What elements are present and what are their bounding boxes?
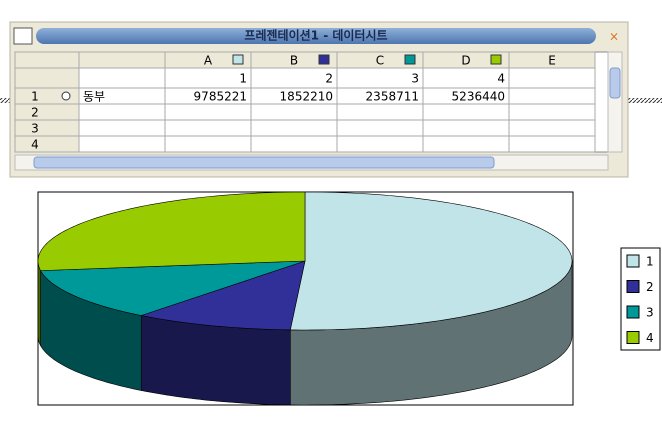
hatch — [628, 98, 662, 103]
pie-side — [37, 260, 41, 346]
window-title: 프레젠테이션1 - 데이터시트 — [244, 28, 387, 43]
legend-label: 4 — [646, 331, 654, 345]
series-icon — [404, 54, 416, 65]
column-header: B — [290, 54, 298, 68]
category-cell: 1 — [239, 72, 247, 86]
header-row — [15, 52, 595, 68]
series-icon — [490, 54, 502, 65]
row-label: 동부 — [83, 90, 105, 104]
row-header — [15, 52, 79, 152]
pie-slice — [37, 191, 306, 271]
pie-slice — [40, 260, 306, 316]
legend-label: 2 — [646, 280, 654, 294]
row-number: 4 — [31, 138, 39, 152]
value-cell: 9785221 — [194, 90, 247, 104]
hatch — [0, 98, 10, 103]
row-number: 2 — [31, 106, 39, 120]
legend-swatch — [626, 280, 640, 293]
row-number: 3 — [31, 122, 39, 136]
column-header: A — [204, 54, 213, 68]
pie-slice — [289, 191, 573, 331]
value-cell: 1852210 — [280, 90, 333, 104]
category-cell: 3 — [411, 72, 419, 86]
category-cell: 2 — [325, 72, 333, 86]
value-cell: 5236440 — [452, 90, 505, 104]
value-cell: 2358711 — [366, 90, 419, 104]
legend-label: 3 — [646, 306, 654, 320]
category-cell: 4 — [497, 72, 505, 86]
pie-icon — [61, 91, 71, 101]
column-header: C — [376, 54, 384, 68]
legend-label: 1 — [646, 255, 654, 269]
v-scroll-thumb[interactable] — [609, 67, 621, 99]
legend-swatch — [626, 254, 640, 268]
legend-swatch — [626, 305, 640, 319]
close-button[interactable]: × — [609, 30, 619, 44]
title-bar — [36, 28, 596, 44]
series-icon — [318, 54, 330, 65]
legend-swatch — [626, 331, 640, 344]
series-icon — [232, 54, 244, 65]
column-header: E — [548, 54, 556, 68]
v-scrollbar[interactable] — [607, 51, 623, 153]
pie-slice — [140, 260, 306, 331]
row-number: 1 — [31, 90, 39, 104]
h-scroll-thumb[interactable] — [33, 156, 495, 169]
window-icon — [13, 27, 33, 45]
column-header: D — [461, 54, 470, 68]
